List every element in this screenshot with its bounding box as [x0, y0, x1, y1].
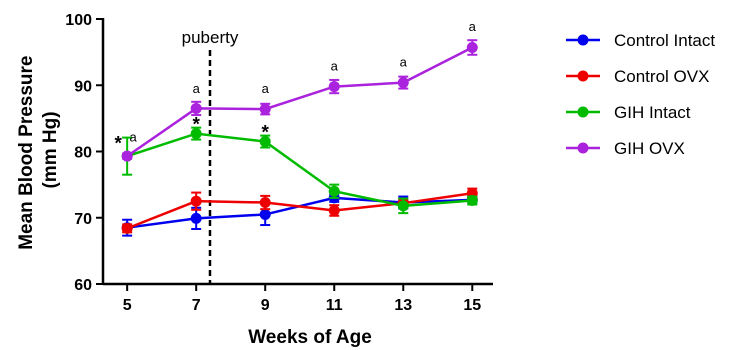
x-tick-label: 9	[261, 297, 270, 314]
x-tick-label: 15	[463, 297, 481, 314]
data-point	[121, 222, 133, 234]
legend: Control Intact Control OVX GIH Intact GIH O…	[566, 31, 715, 158]
significance-letter: a	[193, 81, 201, 96]
y-tick-label: 70	[74, 211, 92, 228]
data-point	[466, 195, 478, 207]
y-axis-label: Mean Blood Pressure (mm Hg)	[16, 50, 61, 250]
legend-item: Control Intact	[566, 31, 715, 50]
series-line	[126, 196, 473, 229]
data-point	[259, 103, 271, 115]
series-control-intact	[121, 192, 478, 237]
x-tick-label: 5	[123, 297, 132, 314]
data-point	[190, 195, 202, 207]
data-point	[190, 212, 202, 224]
significance-letter: a	[400, 55, 408, 70]
y-axis-label-line-1: Mean Blood Pressure	[16, 56, 37, 250]
data-point	[397, 200, 409, 212]
x-tick-label: 11	[326, 297, 343, 314]
data-point	[328, 81, 340, 93]
legend-label: GIH OVX	[614, 139, 685, 158]
legend-label: Control OVX	[614, 67, 709, 86]
data-point	[328, 204, 340, 216]
y-tick-label: 80	[74, 145, 92, 162]
data-point	[259, 208, 271, 220]
significance-letter: a	[262, 81, 270, 96]
significance-letter: a	[331, 59, 339, 74]
legend-swatch-marker	[577, 142, 589, 154]
legend-swatch-marker	[577, 70, 589, 82]
axes: 60 70 80 90 100 5 7 9 11 13 15	[65, 12, 493, 314]
puberty-label: puberty	[182, 28, 239, 47]
series-gih-intact	[121, 126, 478, 215]
significance-letter: a	[469, 19, 477, 34]
series-gih-ovx	[121, 39, 478, 162]
x-tick-label: 7	[192, 297, 201, 314]
significance-letter: a	[130, 130, 138, 145]
puberty-marker: puberty	[182, 28, 239, 284]
data-point	[328, 185, 340, 197]
x-axis-label: Weeks of Age	[248, 327, 372, 348]
legend-swatch-marker	[577, 34, 589, 46]
y-tick-label: 100	[65, 12, 92, 29]
y-tick-label: 60	[74, 277, 92, 294]
y-tick-label: 90	[74, 78, 92, 95]
data-point	[397, 77, 409, 89]
legend-swatch-marker	[577, 106, 589, 118]
legend-label: Control Intact	[614, 31, 715, 50]
legend-item: GIH OVX	[566, 139, 685, 158]
legend-item: GIH Intact	[566, 103, 691, 122]
data-point	[466, 41, 478, 53]
data-point	[190, 102, 202, 114]
legend-label: GIH Intact	[614, 103, 691, 122]
series-line	[126, 46, 473, 158]
x-tick-label: 13	[394, 297, 412, 314]
series-control-ovx	[121, 187, 478, 234]
data-point	[259, 197, 271, 209]
significance-star: *	[262, 122, 270, 143]
legend-item: Control OVX	[566, 67, 709, 86]
y-axis-label-line-2: (mm Hg)	[40, 111, 61, 188]
annotations: * a a * a * a a a	[114, 19, 476, 155]
data-point	[190, 128, 202, 140]
series-layer	[121, 39, 478, 237]
data-point	[259, 136, 271, 148]
data-point	[121, 150, 133, 162]
series-line	[126, 132, 473, 208]
significance-star: *	[114, 134, 122, 155]
significance-star: *	[192, 114, 200, 135]
series-line	[126, 192, 473, 230]
